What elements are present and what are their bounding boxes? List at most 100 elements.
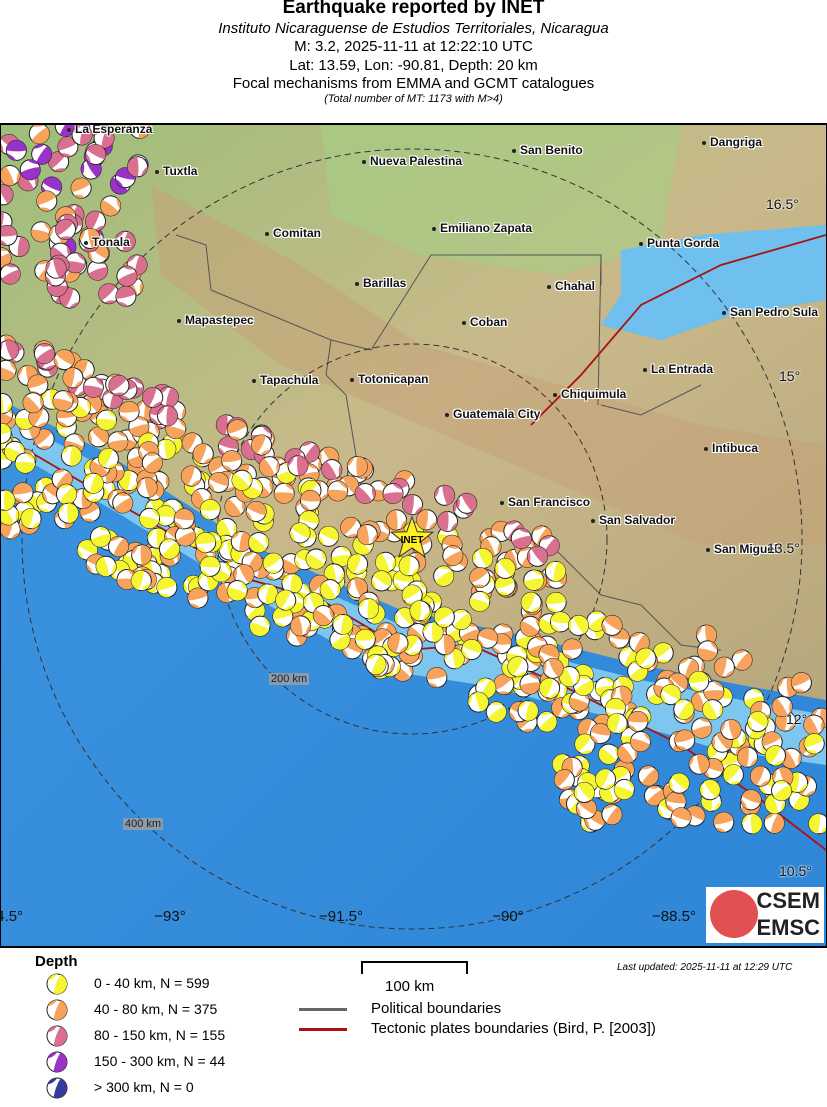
focal-mechanism-beachball[interactable] <box>592 766 618 792</box>
focal-mechanism-beachball[interactable] <box>570 778 598 806</box>
focal-mechanism-beachball[interactable] <box>712 810 736 834</box>
focal-mechanism-beachball[interactable] <box>570 672 598 700</box>
focal-mechanism-beachball[interactable] <box>50 346 78 374</box>
focal-mechanism-beachball[interactable] <box>19 389 47 417</box>
focal-mechanism-beachball[interactable] <box>14 452 36 474</box>
focal-mechanism-beachball[interactable] <box>345 551 371 577</box>
focal-mechanism-beachball[interactable] <box>224 417 250 443</box>
focal-mechanism-beachball[interactable] <box>738 787 764 813</box>
focal-mechanism-beachball[interactable] <box>759 729 786 756</box>
focal-mechanism-beachball[interactable] <box>190 441 216 467</box>
focal-mechanism-beachball[interactable] <box>565 612 593 640</box>
focal-mechanism-beachball[interactable] <box>571 730 599 758</box>
focal-mechanism-beachball[interactable] <box>135 476 159 500</box>
focal-mechanism-beachball[interactable] <box>543 559 567 583</box>
focal-mechanism-beachball[interactable] <box>712 655 736 679</box>
focal-mechanism-beachball[interactable] <box>5 139 27 161</box>
focal-mechanism-beachball[interactable] <box>92 126 117 151</box>
focal-mechanism-beachball[interactable] <box>245 528 273 556</box>
focal-mechanism-beachball[interactable] <box>155 505 177 527</box>
map-area[interactable]: INET La Esperanza Tuxtla Nueva Palestina Sa… <box>0 123 827 948</box>
focal-mechanism-beachball[interactable] <box>545 591 567 614</box>
focal-mechanism-beachball[interactable] <box>687 670 710 693</box>
focal-mechanism-beachball[interactable] <box>466 690 491 715</box>
focal-mechanism-beachball[interactable] <box>518 589 545 616</box>
focal-mechanism-beachball[interactable] <box>206 470 232 496</box>
focal-mechanism-beachball[interactable] <box>516 699 540 723</box>
focal-mechanism-beachball[interactable] <box>516 612 544 640</box>
focal-mechanism-beachball[interactable] <box>18 157 43 182</box>
focal-mechanism-beachball[interactable] <box>114 263 141 290</box>
focal-mechanism-beachball[interactable] <box>1 489 16 511</box>
focal-mechanism-beachball[interactable] <box>522 569 545 592</box>
focal-mechanism-beachball[interactable] <box>632 644 660 672</box>
focal-mechanism-beachball[interactable] <box>289 614 313 638</box>
focal-mechanism-beachball[interactable] <box>173 508 195 530</box>
focal-mechanism-beachball[interactable] <box>550 766 578 794</box>
focal-mechanism-beachball[interactable] <box>398 581 426 609</box>
focal-mechanism-beachball[interactable] <box>131 544 153 566</box>
focal-mechanism-beachball[interactable] <box>259 549 287 577</box>
focal-mechanism-beachball[interactable] <box>199 555 221 577</box>
focal-mechanism-beachball[interactable] <box>138 449 166 477</box>
focal-mechanism-beachball[interactable] <box>248 432 275 459</box>
focal-mechanism-beachball[interactable] <box>728 646 756 674</box>
focal-mechanism-beachball[interactable] <box>156 405 178 427</box>
focal-mechanism-beachball[interactable] <box>362 651 389 678</box>
focal-mechanism-beachball[interactable] <box>1 357 19 383</box>
focal-mechanism-beachball[interactable] <box>605 711 630 736</box>
focal-mechanism-beachball[interactable] <box>768 777 796 805</box>
focal-mechanism-beachball[interactable] <box>106 430 129 453</box>
focal-mechanism-beachball[interactable] <box>695 639 719 663</box>
focal-mechanism-beachball[interactable] <box>199 499 221 521</box>
focal-mechanism-beachball[interactable] <box>95 280 123 308</box>
focal-mechanism-beachball[interactable] <box>228 466 256 494</box>
focal-mechanism-beachball[interactable] <box>286 519 314 547</box>
focal-mechanism-beachball[interactable] <box>337 513 365 541</box>
focal-mechanism-beachball[interactable] <box>309 601 337 629</box>
focal-mechanism-beachball[interactable] <box>129 125 151 139</box>
focal-mechanism-beachball[interactable] <box>114 284 138 308</box>
focal-mechanism-beachball[interactable] <box>533 708 561 736</box>
focal-mechanism-beachball[interactable] <box>372 549 398 575</box>
focal-mechanism-beachball[interactable] <box>657 681 684 708</box>
focal-mechanism-beachball[interactable] <box>80 471 106 497</box>
focal-mechanism-beachball[interactable] <box>301 590 327 616</box>
focal-mechanism-beachball[interactable] <box>687 752 711 776</box>
focal-mechanism-beachball[interactable] <box>628 729 653 754</box>
focal-mechanism-beachball[interactable] <box>611 776 637 802</box>
focal-mechanism-beachball[interactable] <box>225 578 250 603</box>
focal-mechanism-beachball[interactable] <box>409 600 431 622</box>
focal-mechanism-beachball[interactable] <box>247 613 273 639</box>
focal-mechanism-beachball[interactable] <box>634 762 662 790</box>
focal-mechanism-beachball[interactable] <box>25 125 53 148</box>
focal-mechanism-beachball[interactable] <box>416 509 438 531</box>
focal-mechanism-beachball[interactable] <box>8 235 30 258</box>
focal-mechanism-beachball[interactable] <box>689 716 714 741</box>
focal-mechanism-beachball[interactable] <box>747 763 773 789</box>
focal-mechanism-beachball[interactable] <box>491 554 519 582</box>
focal-mechanism-beachball[interactable] <box>665 769 693 797</box>
focal-mechanism-beachball[interactable] <box>453 490 481 518</box>
focal-mechanism-beachball[interactable] <box>504 653 531 680</box>
focal-mechanism-beachball[interactable] <box>109 489 137 517</box>
focal-mechanism-beachball[interactable] <box>561 638 583 660</box>
focal-mechanism-beachball[interactable] <box>482 698 510 726</box>
focal-mechanism-beachball[interactable] <box>126 414 151 439</box>
focal-mechanism-beachball[interactable] <box>230 561 257 588</box>
focal-mechanism-beachball[interactable] <box>186 586 210 610</box>
focal-mechanism-beachball[interactable] <box>60 445 82 467</box>
focal-mechanism-beachball[interactable] <box>94 554 119 579</box>
focal-mechanism-beachball[interactable] <box>696 776 724 804</box>
focal-mechanism-beachball[interactable] <box>51 389 75 413</box>
focal-mechanism-beachball[interactable] <box>154 575 180 601</box>
focal-mechanism-beachball[interactable] <box>356 523 379 546</box>
focal-mechanism-beachball[interactable] <box>82 141 109 168</box>
focal-mechanism-beachball[interactable] <box>670 696 698 724</box>
focal-mechanism-beachball[interactable] <box>117 469 140 492</box>
focal-mechanism-beachball[interactable] <box>354 628 376 650</box>
focal-mechanism-beachball[interactable] <box>155 438 177 460</box>
focal-mechanism-beachball[interactable] <box>598 612 626 640</box>
focal-mechanism-beachball[interactable] <box>439 542 466 569</box>
focal-mechanism-beachball[interactable] <box>1 422 13 446</box>
